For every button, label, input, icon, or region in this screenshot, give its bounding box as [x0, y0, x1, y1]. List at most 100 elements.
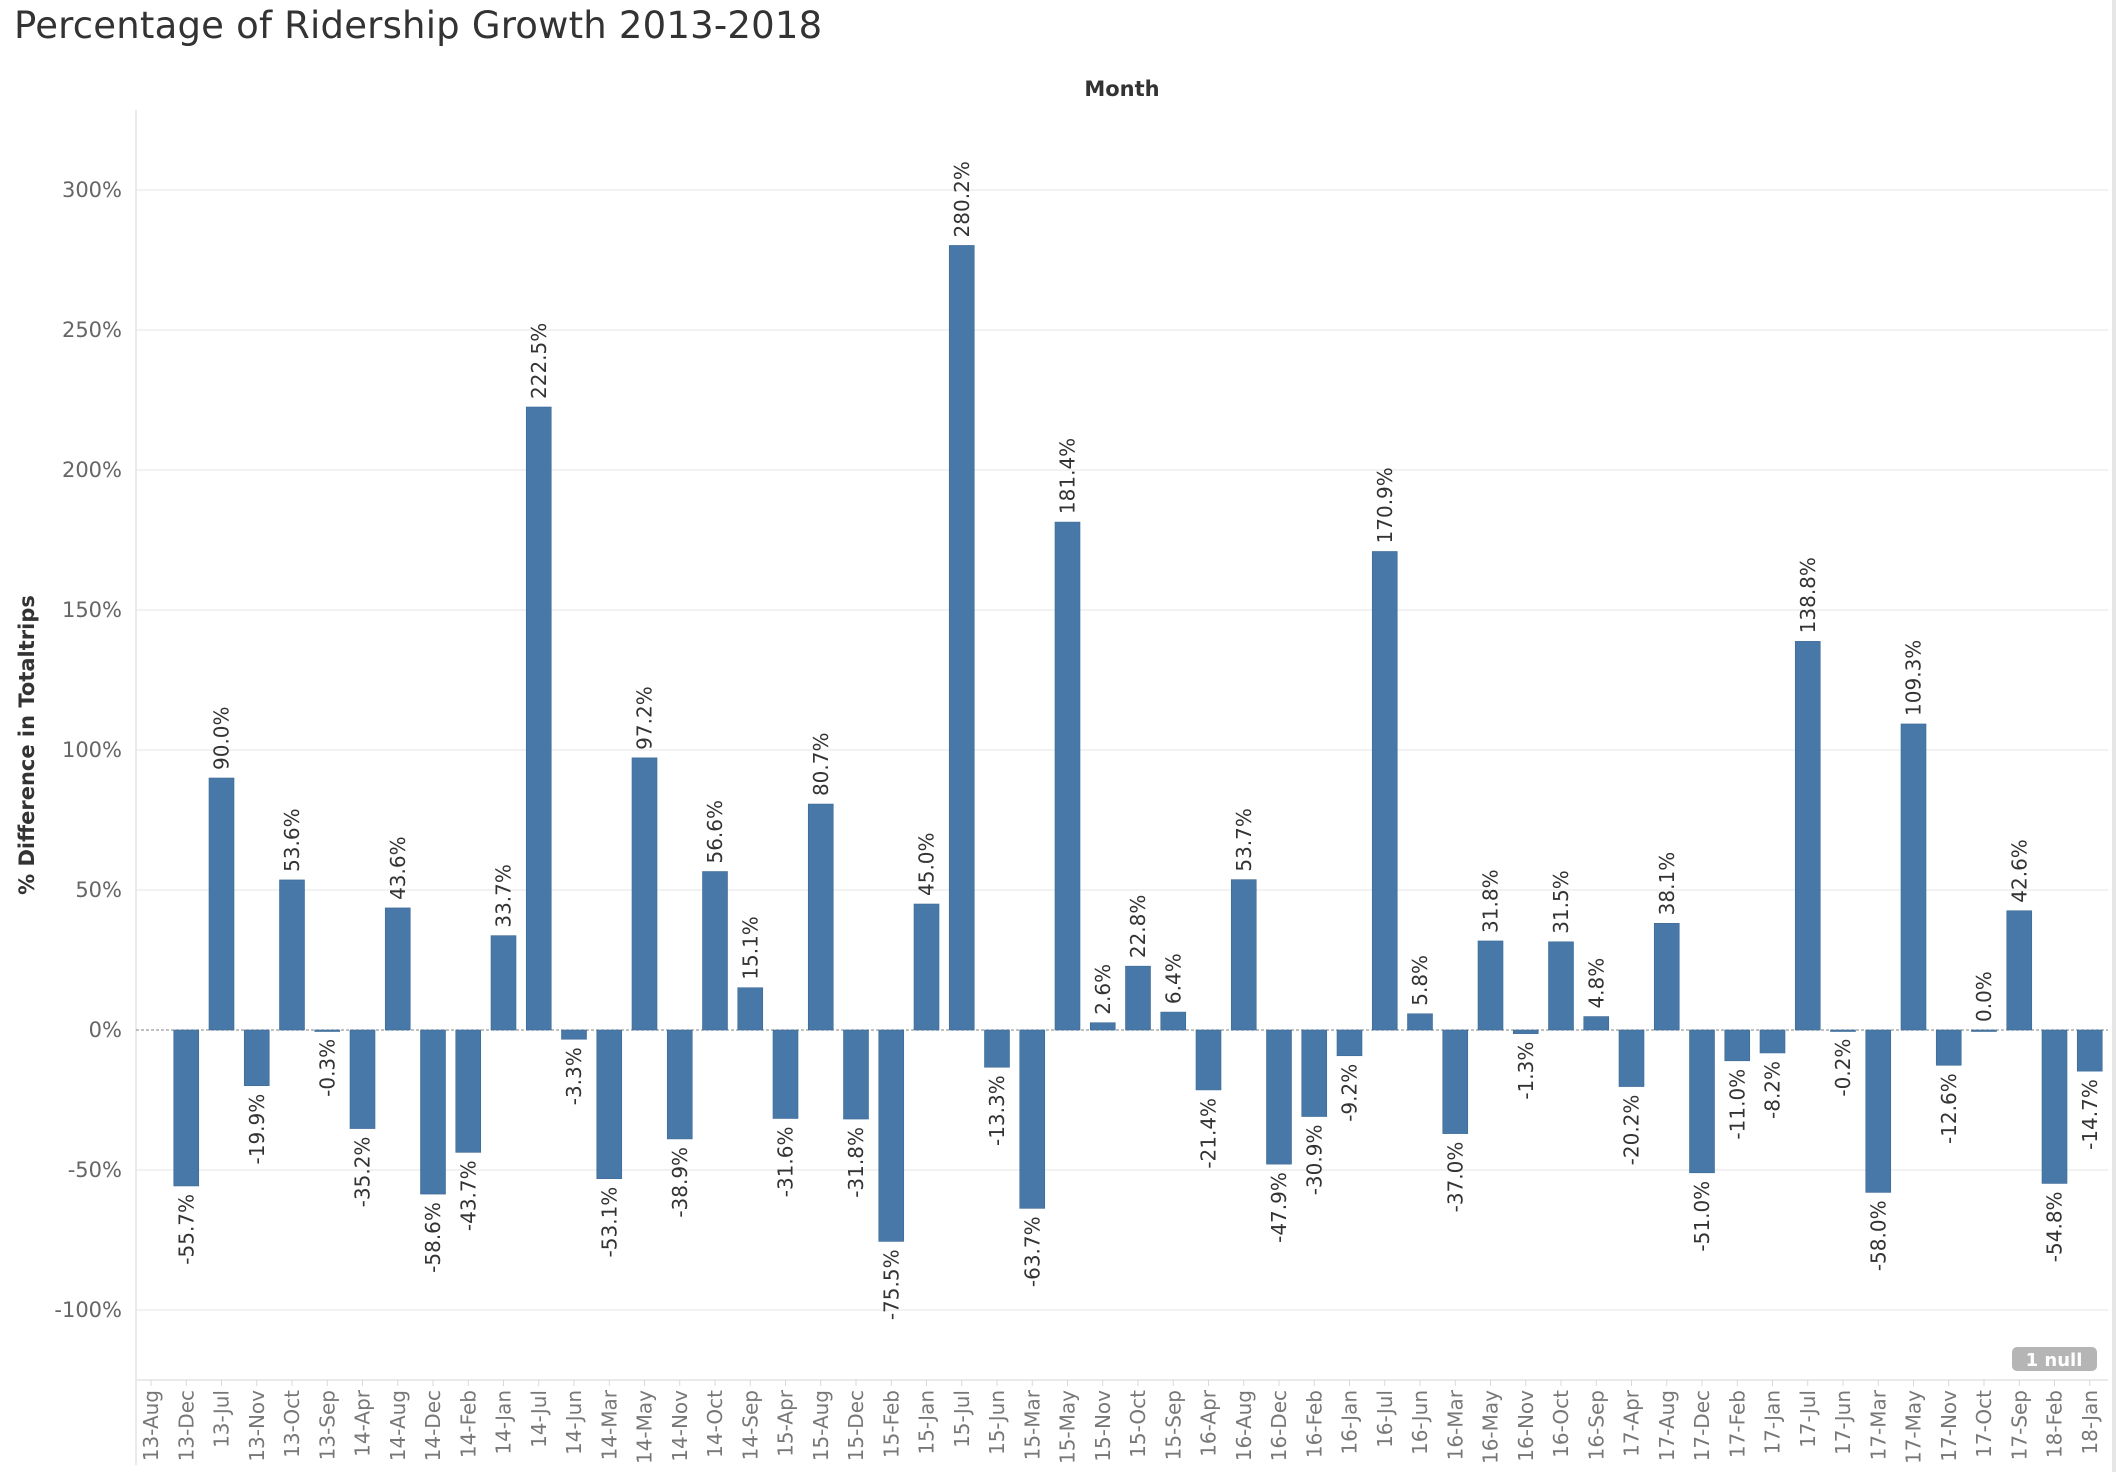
bar[interactable] — [2006, 910, 2033, 1031]
y-tick-label: -50% — [68, 1158, 122, 1182]
bar[interactable] — [772, 1029, 799, 1119]
y-tick-label: 50% — [75, 878, 122, 902]
bar[interactable] — [1935, 1029, 1962, 1066]
bar[interactable] — [631, 757, 658, 1031]
data-label: 5.8% — [1408, 955, 1432, 1006]
bar[interactable] — [1477, 940, 1504, 1031]
x-tick-label: 14-Aug — [386, 1390, 410, 1461]
bar[interactable] — [525, 406, 552, 1031]
bar[interactable] — [1336, 1029, 1363, 1057]
bar[interactable] — [1548, 941, 1574, 1031]
x-tick-label: 13-Aug — [139, 1390, 163, 1461]
y-tick-label: -100% — [54, 1298, 122, 1322]
bar[interactable] — [243, 1029, 270, 1087]
x-tick-label: 15-Sep — [1161, 1390, 1185, 1460]
bar[interactable] — [1301, 1029, 1328, 1117]
bar[interactable] — [1230, 879, 1257, 1031]
bar[interactable] — [1160, 1011, 1187, 1031]
x-tick-label: 14-Mar — [597, 1389, 621, 1460]
bar[interactable] — [1830, 1029, 1856, 1032]
bar[interactable] — [349, 1029, 376, 1129]
x-tick-label: 16-Jan — [1338, 1390, 1362, 1455]
bar[interactable] — [1865, 1029, 1892, 1193]
x-tick-label: 15-Mar — [1020, 1389, 1044, 1460]
bar[interactable] — [279, 879, 305, 1031]
bar[interactable] — [1512, 1029, 1539, 1034]
bar[interactable] — [173, 1029, 200, 1187]
bar[interactable] — [666, 1029, 693, 1140]
x-tick-label: 16-Mar — [1443, 1389, 1467, 1460]
y-tick-label: 200% — [62, 458, 122, 482]
bar[interactable] — [1900, 723, 1927, 1031]
bar[interactable] — [1971, 1029, 1997, 1032]
bar[interactable] — [1195, 1029, 1222, 1091]
bar[interactable] — [2041, 1029, 2068, 1184]
bar[interactable] — [1689, 1029, 1715, 1174]
bar[interactable] — [1266, 1029, 1292, 1165]
bar[interactable] — [702, 871, 728, 1031]
x-tick-label: 13-Dec — [174, 1390, 198, 1461]
data-label: -54.8% — [2043, 1191, 2067, 1262]
bar[interactable] — [1054, 521, 1081, 1031]
bar[interactable] — [208, 777, 235, 1031]
x-tick-label: 16-Aug — [1232, 1390, 1256, 1461]
x-tick-label: 14-May — [633, 1390, 657, 1464]
null-badge[interactable]: 1 null — [2012, 1347, 2097, 1371]
data-label: -19.9% — [245, 1094, 269, 1165]
data-label: 170.9% — [1373, 467, 1397, 543]
bar[interactable] — [737, 987, 764, 1031]
bar[interactable] — [1724, 1029, 1751, 1062]
y-tick-label: 150% — [62, 598, 122, 622]
data-label: -13.3% — [985, 1075, 1009, 1146]
x-tick-label: 16-Nov — [1514, 1390, 1538, 1462]
x-tick-label: 18-Feb — [2043, 1390, 2067, 1458]
bar[interactable] — [984, 1029, 1010, 1068]
bar[interactable] — [1759, 1029, 1786, 1054]
bar[interactable] — [913, 903, 940, 1031]
bar[interactable] — [1019, 1029, 1046, 1209]
data-label: 33.7% — [492, 864, 516, 928]
x-tick-label: 17-Oct — [1972, 1390, 1996, 1458]
data-label: 109.3% — [1902, 640, 1926, 716]
bar[interactable] — [384, 907, 411, 1031]
data-label: -58.0% — [1866, 1200, 1890, 1271]
window-edge — [2112, 0, 2116, 1472]
bar[interactable] — [2076, 1029, 2103, 1072]
x-tick-label: 17-Sep — [2007, 1390, 2031, 1460]
bar[interactable] — [490, 935, 517, 1031]
bar[interactable] — [420, 1029, 446, 1195]
null-badge-bg — [2012, 1347, 2097, 1371]
bar[interactable] — [596, 1029, 623, 1179]
bar[interactable] — [455, 1029, 482, 1153]
bar[interactable] — [1371, 551, 1398, 1031]
bar[interactable] — [1583, 1016, 1610, 1031]
bar[interactable] — [561, 1029, 587, 1040]
data-label: 0.0% — [1972, 971, 1996, 1022]
x-tick-label: 14-Apr — [351, 1389, 375, 1457]
data-label: 53.7% — [1232, 808, 1256, 872]
bar[interactable] — [1618, 1029, 1645, 1087]
data-label: -20.2% — [1620, 1095, 1644, 1166]
bar[interactable] — [1794, 641, 1821, 1031]
data-label: 90.0% — [210, 706, 234, 770]
bar[interactable] — [843, 1029, 869, 1120]
bar[interactable] — [1442, 1029, 1469, 1134]
x-tick-label: 17-Jan — [1761, 1390, 1785, 1455]
data-label: -0.3% — [315, 1039, 339, 1097]
bar[interactable] — [1407, 1013, 1433, 1031]
bar[interactable] — [1089, 1022, 1116, 1031]
data-label: -0.2% — [1831, 1039, 1855, 1097]
y-axis-title: % Difference in Totaltrips — [15, 595, 39, 895]
bar[interactable] — [1125, 965, 1151, 1031]
data-label: 280.2% — [950, 161, 974, 237]
y-tick-label: 100% — [62, 738, 122, 762]
bar[interactable] — [314, 1029, 341, 1032]
bar[interactable] — [878, 1029, 905, 1242]
bar[interactable] — [1653, 923, 1680, 1031]
data-label: 15.1% — [738, 916, 762, 980]
bar[interactable] — [807, 803, 834, 1031]
x-tick-label: 16-Apr — [1197, 1389, 1221, 1457]
bar[interactable] — [948, 245, 975, 1031]
x-tick-label: 15-Jun — [985, 1390, 1009, 1455]
data-label: -9.2% — [1338, 1064, 1362, 1122]
